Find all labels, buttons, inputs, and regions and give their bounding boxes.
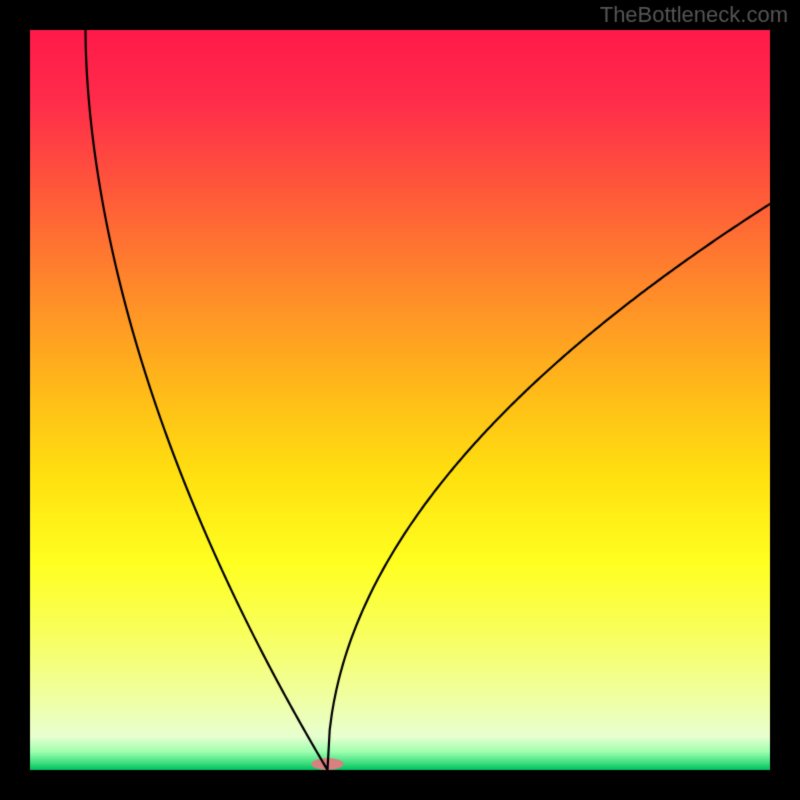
bottleneck-chart	[0, 0, 800, 800]
